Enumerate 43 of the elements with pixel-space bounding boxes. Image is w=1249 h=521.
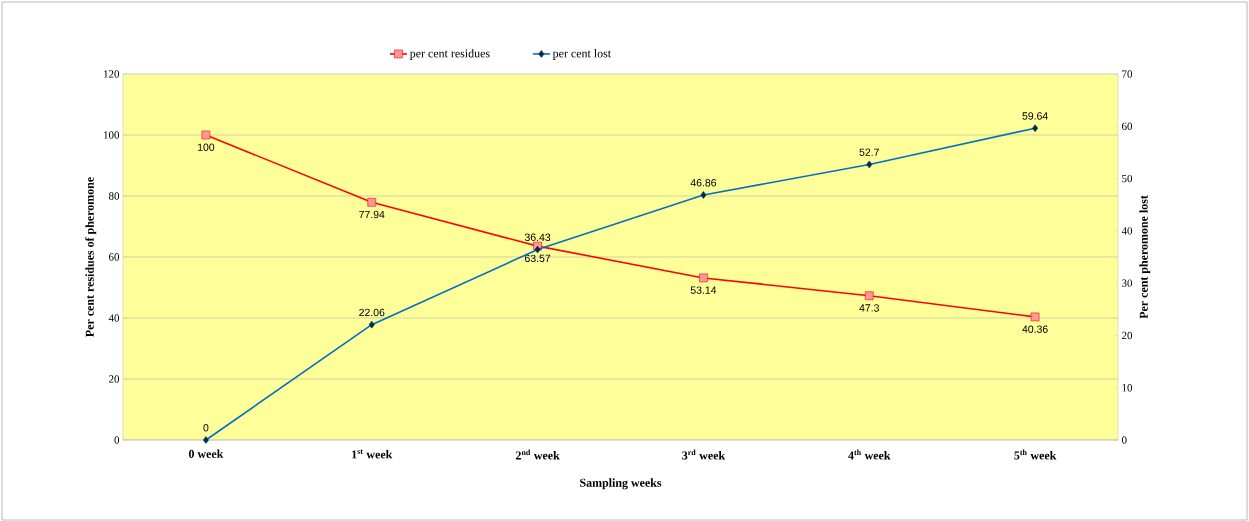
legend-label: per cent lost — [552, 49, 612, 60]
data-label: 40.36 — [1022, 325, 1048, 333]
y-tick-label: 20 — [109, 375, 120, 383]
y2-tick-label: 10 — [1122, 384, 1133, 392]
x-axis-title: Sampling weeks — [580, 478, 662, 490]
y2-tick-label: 30 — [1122, 279, 1133, 287]
point — [1030, 312, 1040, 322]
data-label: 0 — [203, 424, 209, 432]
y-tick-label: 100 — [104, 131, 120, 139]
data-label: 36.43 — [524, 233, 551, 242]
point — [201, 130, 211, 140]
x-tick-label: 3$^{rd}$ week — [682, 449, 726, 460]
y2-tick-label: 50 — [1122, 174, 1133, 183]
legend-label: per cent residues — [409, 49, 490, 60]
y-tick-label: 120 — [104, 70, 120, 78]
point — [367, 197, 377, 207]
point — [699, 273, 708, 283]
y-tick-label: 80 — [108, 192, 120, 200]
y-tick-label: 40 — [108, 314, 120, 322]
data-label: 63.57 — [525, 254, 551, 263]
y-tick-label: 60 — [108, 253, 120, 261]
y2-tick-label: 40 — [1121, 227, 1133, 235]
y-tick-label: 0 — [114, 436, 120, 444]
x-tick-label: 5$^{th}$ week — [1014, 449, 1057, 460]
y2-tick-label: 70 — [1122, 70, 1133, 78]
data-label: 53.14 — [690, 286, 717, 294]
x-tick-label: 4$^{th}$ week — [848, 449, 891, 460]
y-axis-title: Per cent residues of pheromone — [85, 177, 97, 337]
point — [864, 291, 874, 301]
y2-tick-label: 0 — [1121, 436, 1127, 444]
data-label: 59.64 — [1022, 112, 1048, 120]
data-label: 46.86 — [690, 179, 717, 187]
x-tick-label: 1$^{st}$ week — [352, 449, 393, 459]
x-tick-label: 0 week — [188, 449, 224, 458]
data-label: 100 — [197, 143, 215, 151]
data-label: 47.3 — [859, 304, 879, 312]
data-label: 52.7 — [859, 148, 879, 156]
data-label: 77.94 — [359, 210, 385, 219]
x-tick-label: 2$^{nd}$ week — [515, 449, 560, 460]
y2-tick-label: 20 — [1122, 331, 1133, 340]
y2-axis-title: Per cent pheromone lost — [1139, 195, 1151, 319]
y2-tick-label: 60 — [1122, 122, 1133, 130]
data-label: 22.06 — [359, 308, 385, 317]
